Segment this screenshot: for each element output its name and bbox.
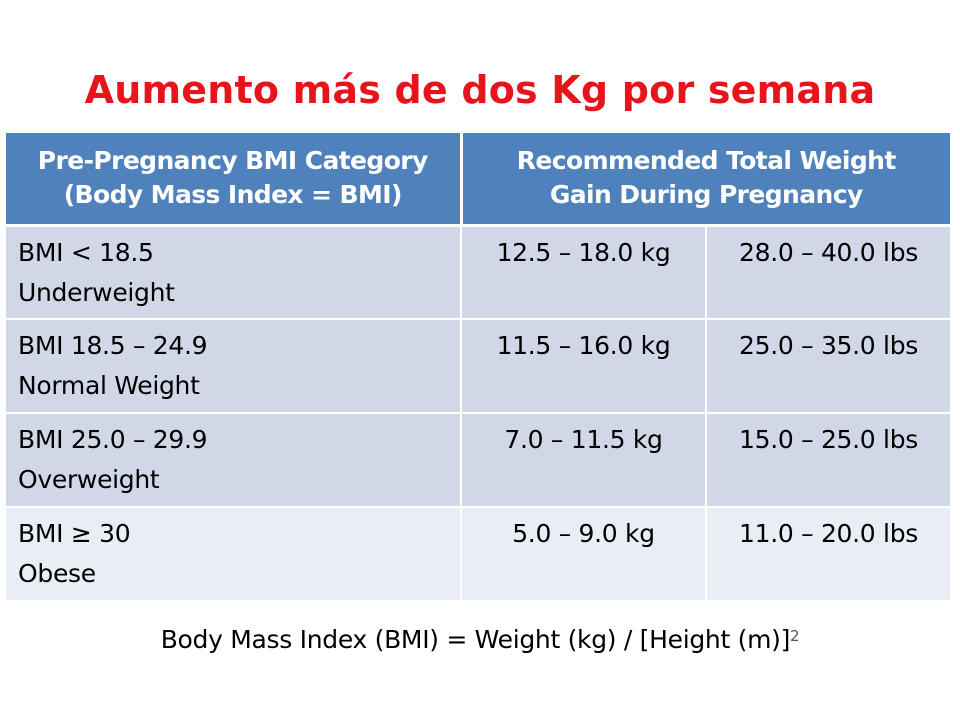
weight-gain-kg: 12.5 – 18.0 kg	[461, 225, 707, 320]
bmi-range: BMI < 18.5	[18, 237, 154, 267]
weight-gain-kg: 7.0 – 11.5 kg	[461, 413, 707, 508]
bmi-range: BMI 25.0 – 29.9	[18, 425, 208, 454]
slide-title: Aumento más de dos Kg por semana	[84, 68, 876, 112]
bmi-weight-gain-table: Pre-Pregnancy BMI Category (Body Mass In…	[6, 133, 950, 602]
weight-gain-kg: 5.0 – 9.0 kg	[461, 507, 707, 602]
weight-gain-header-line2: Gain During Pregnancy	[549, 180, 863, 210]
weight-gain-header-line1: Recommended Total Weight	[516, 146, 897, 176]
weight-gain-lbs: 25.0 – 35.0 lbs	[706, 319, 950, 414]
bmi-label: Normal Weight	[18, 371, 200, 400]
bmi-category-header: Pre-Pregnancy BMI Category (Body Mass In…	[6, 133, 463, 227]
weight-gain-lbs: 11.0 – 20.0 lbs	[706, 507, 950, 602]
bmi-range: BMI ≥ 30	[18, 519, 131, 548]
bmi-category-cell: BMI ≥ 30 Obese	[6, 507, 462, 602]
bmi-label: Obese	[18, 559, 96, 588]
bmi-formula-text: Body Mass Index (BMI) = Weight (kg) / [H…	[160, 625, 791, 654]
bmi-category-cell: BMI 18.5 – 24.9 Normal Weight	[6, 319, 462, 414]
bmi-category-header-line2: (Body Mass Index = BMI)	[63, 180, 403, 210]
bmi-category-cell: BMI < 18.5 Underweight	[6, 225, 462, 320]
bmi-formula-exponent: 2	[790, 627, 800, 645]
bmi-range: BMI 18.5 – 24.9	[18, 331, 208, 360]
weight-gain-lbs: 28.0 – 40.0 lbs	[706, 225, 950, 320]
table-row: BMI 18.5 – 24.9 Normal Weight 11.5 – 16.…	[6, 319, 950, 414]
bmi-formula: Body Mass Index (BMI) = Weight (kg) / [H…	[0, 620, 960, 660]
bmi-category-cell: BMI 25.0 – 29.9 Overweight	[6, 413, 462, 508]
table-row: BMI 25.0 – 29.9 Overweight 7.0 – 11.5 kg…	[6, 413, 950, 508]
bmi-label: Underweight	[18, 277, 175, 307]
table-row: BMI < 18.5 Underweight 12.5 – 18.0 kg 28…	[6, 225, 950, 320]
weight-gain-lbs: 15.0 – 25.0 lbs	[706, 413, 950, 508]
weight-gain-kg: 11.5 – 16.0 kg	[461, 319, 707, 414]
bmi-category-header-line1: Pre-Pregnancy BMI Category	[37, 146, 429, 176]
table-header-row: Pre-Pregnancy BMI Category (Body Mass In…	[6, 133, 950, 227]
weight-gain-header: Recommended Total Weight Gain During Pre…	[461, 133, 950, 227]
bmi-label: Overweight	[18, 465, 160, 494]
table-row: BMI ≥ 30 Obese 5.0 – 9.0 kg 11.0 – 20.0 …	[6, 507, 950, 602]
